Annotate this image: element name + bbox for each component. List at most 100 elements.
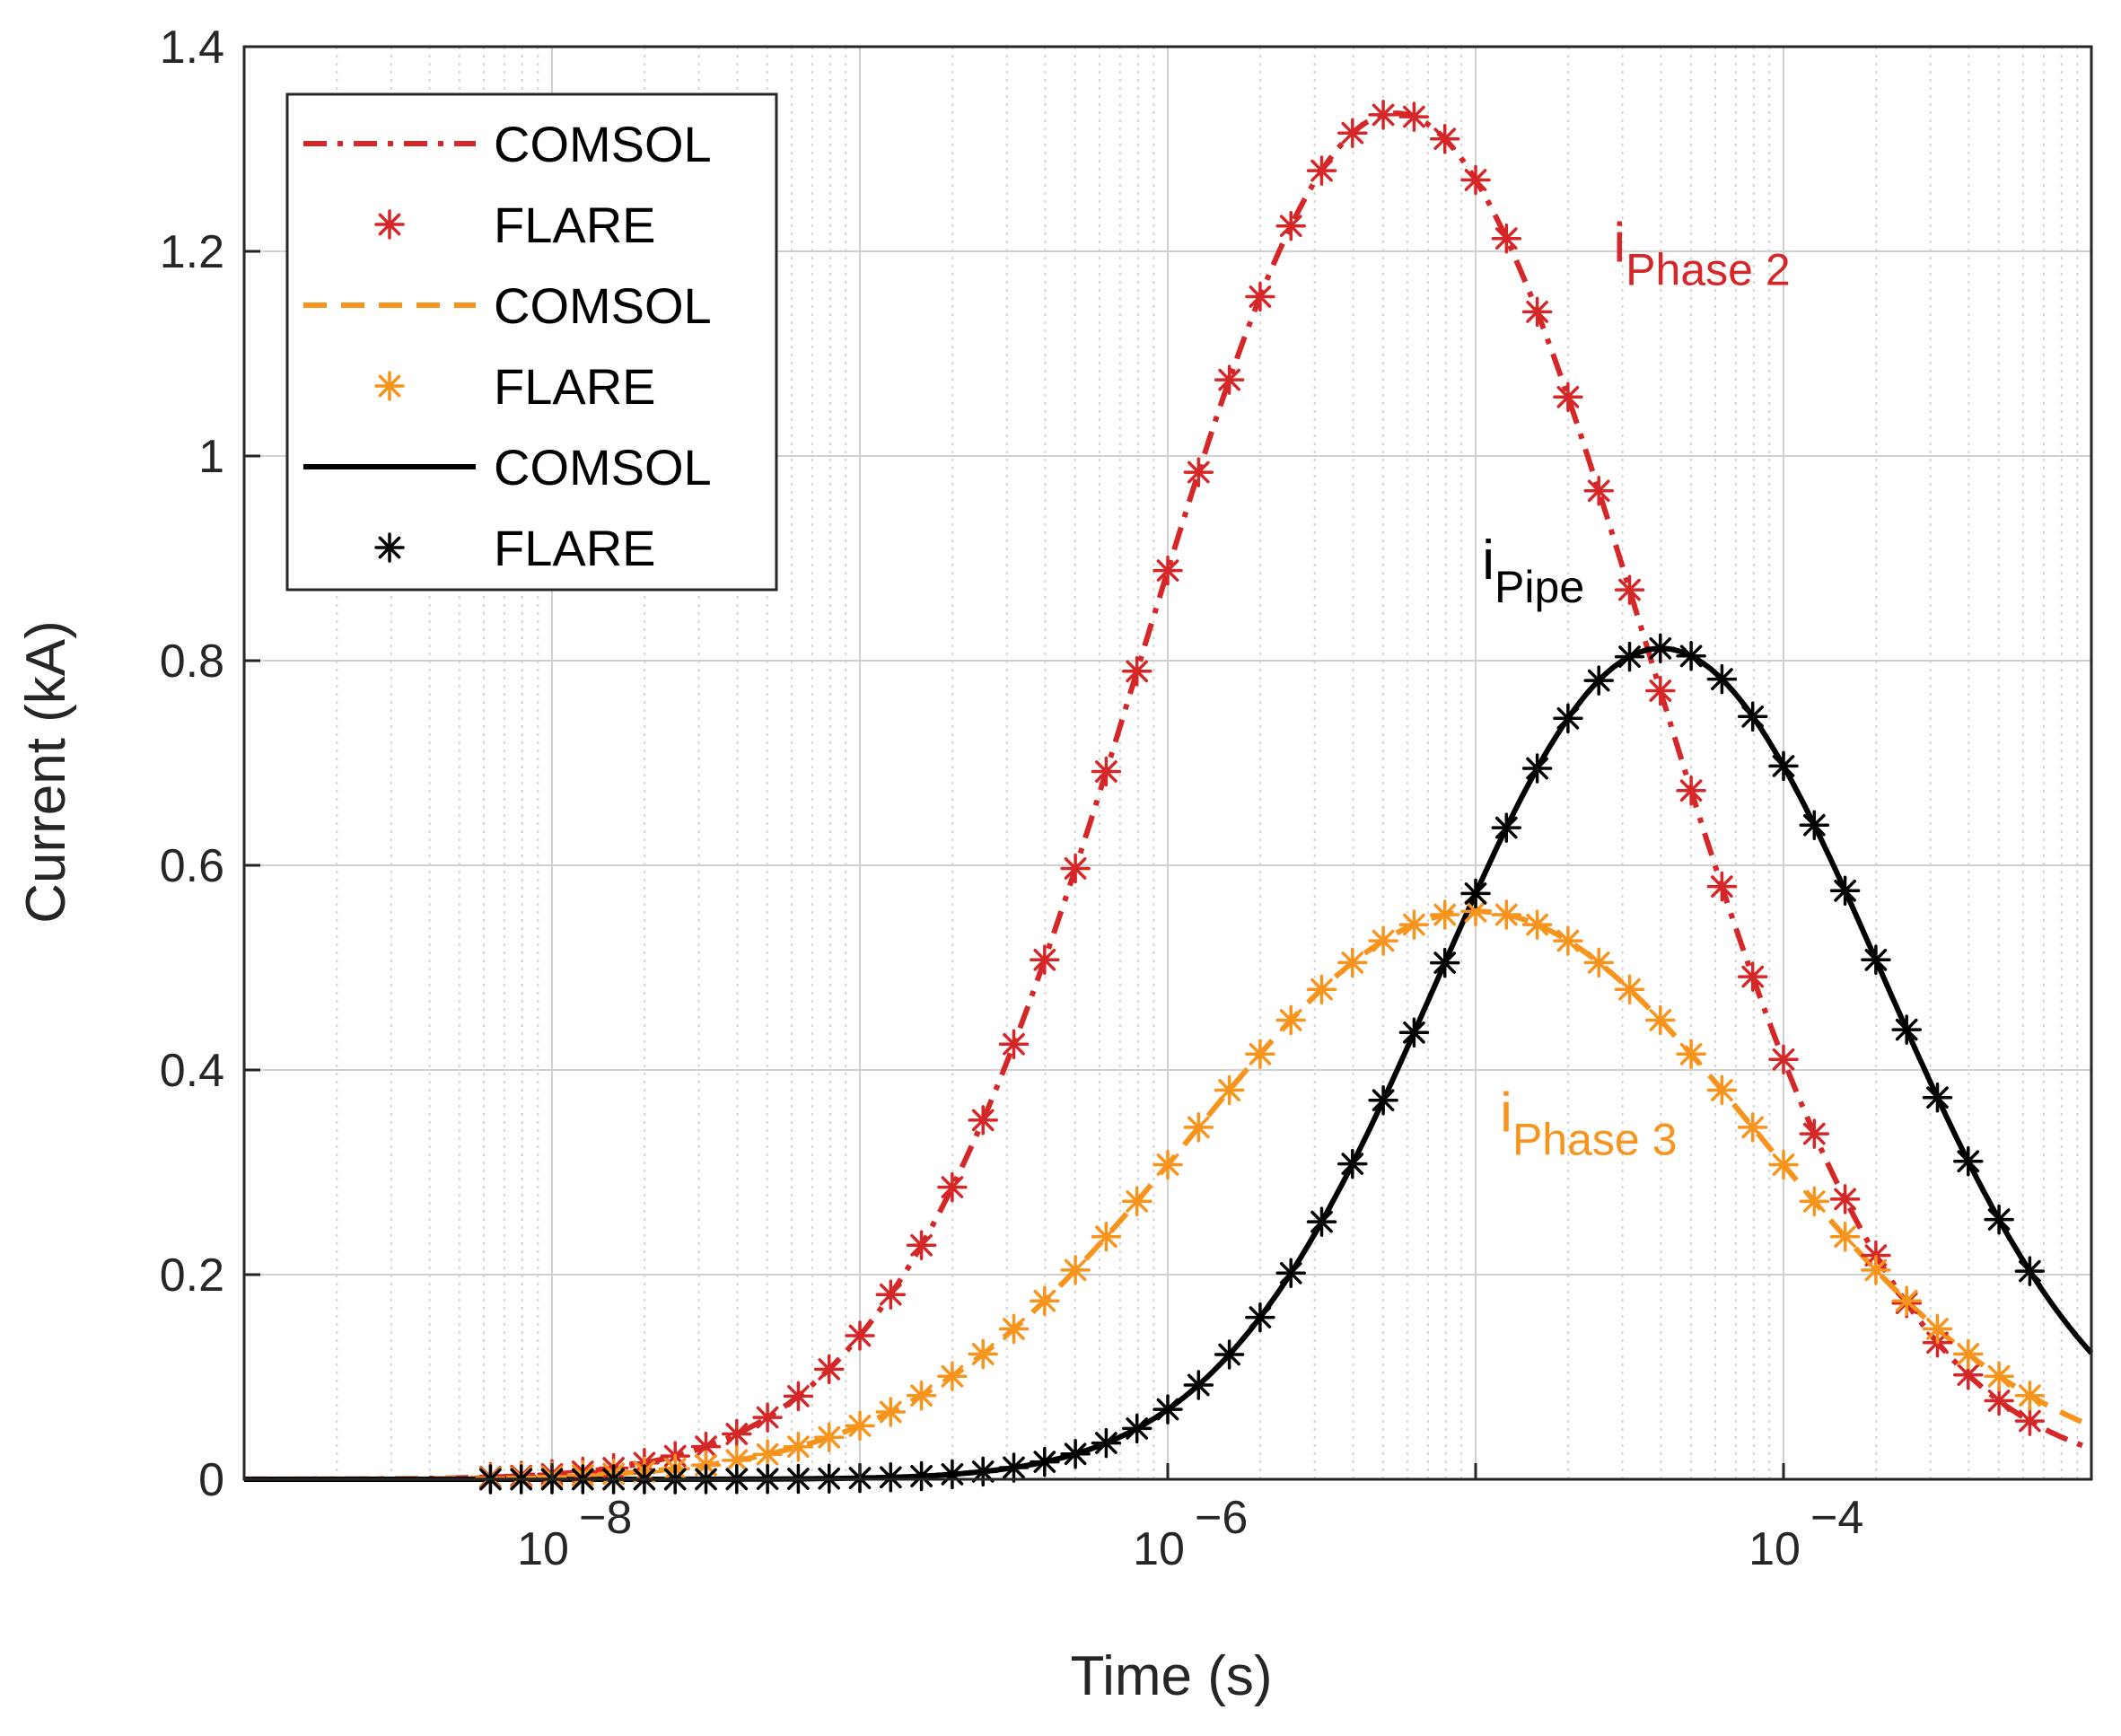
marker-pipe	[1861, 944, 1891, 976]
marker-phase3	[937, 1361, 968, 1391]
y-tick-label: 1.2	[160, 226, 224, 278]
marker-phase3	[1984, 1361, 2014, 1391]
marker-pipe	[1491, 812, 1522, 843]
marker-phase3	[845, 1410, 875, 1442]
marker-pipe	[1768, 750, 1799, 782]
marker-phase3	[1553, 925, 1583, 956]
marker-pipe	[1060, 1438, 1091, 1469]
marker-phase3	[1398, 909, 1430, 940]
marker-phase2	[1676, 775, 1706, 806]
marker-phase2	[1645, 675, 1676, 706]
marker-phase2	[1706, 871, 1738, 902]
x-tick-label: 10	[1133, 1523, 1185, 1575]
marker-phase2	[1368, 100, 1398, 130]
marker-phase2	[813, 1354, 845, 1385]
x-tick-label: 10	[517, 1523, 569, 1575]
marker-phase3	[998, 1313, 1030, 1345]
marker-pipe	[1429, 947, 1460, 978]
marker-pipe	[1306, 1206, 1337, 1237]
marker-pipe	[1953, 1146, 1984, 1177]
annotation-label: iPhase 3	[1500, 1082, 1677, 1164]
marker-phase2	[1429, 123, 1460, 154]
marker-phase2	[968, 1105, 998, 1135]
marker-phase3	[1337, 947, 1368, 978]
x-axis-title: Time (s)	[1071, 1645, 1273, 1707]
marker-phase3	[722, 1445, 752, 1476]
marker-phase2	[1245, 281, 1275, 312]
marker-phase3	[1368, 925, 1398, 956]
marker-phase2	[1398, 101, 1430, 132]
axes	[242, 45, 2093, 1481]
marker-phase2	[1614, 574, 1645, 605]
marker-phase3	[752, 1439, 783, 1469]
marker-phase3	[1676, 1039, 1706, 1070]
marker-phase3	[1429, 899, 1460, 930]
annotation-label: iPhase 2	[1613, 212, 1790, 294]
marker-pipe	[937, 1459, 968, 1490]
marker-pipe	[1922, 1082, 1953, 1113]
marker-phase3	[1521, 909, 1553, 940]
y-tick-label: 1.4	[160, 22, 224, 74]
marker-phase3	[906, 1380, 937, 1411]
marker-phase3	[1583, 947, 1614, 978]
marker-phase3	[1183, 1112, 1214, 1143]
marker-phase2	[1460, 164, 1491, 196]
legend-label: COMSOL	[494, 277, 712, 334]
marker-phase3	[1153, 1149, 1183, 1180]
y-tick-label: 0.4	[160, 1045, 224, 1097]
legend: COMSOL FLARE COMSOL FLARE COMSOL FLARE	[285, 92, 778, 592]
marker-pipe	[2014, 1256, 2046, 1286]
legend-label: FLARE	[494, 197, 656, 253]
legend-marker-swatch	[374, 371, 405, 401]
marker-phase2	[1737, 961, 1768, 992]
y-tick-label: 0	[198, 1454, 224, 1506]
marker-phase2	[1491, 223, 1522, 254]
marker-phase2	[906, 1230, 937, 1261]
y-axis-title: Current (kA)	[15, 620, 77, 924]
marker-phase3	[1460, 896, 1491, 927]
marker-pipe	[1368, 1084, 1398, 1116]
marker-phase3	[1275, 1004, 1306, 1036]
marker-phase2	[937, 1171, 968, 1203]
marker-phase3	[1030, 1285, 1060, 1316]
marker-phase2	[1275, 210, 1306, 241]
marker-pipe	[1737, 701, 1768, 732]
marker-pipe	[1583, 665, 1614, 696]
marker-phase3	[1768, 1149, 1799, 1180]
marker-phase2	[1768, 1044, 1799, 1075]
marker-phase2	[783, 1381, 814, 1412]
marker-pipe	[906, 1460, 937, 1492]
marker-phase2	[2014, 1406, 2046, 1436]
marker-phase2	[1091, 756, 1122, 787]
marker-phase3	[1614, 974, 1645, 1004]
marker-pipe	[875, 1462, 907, 1493]
marker-phase3	[1645, 1004, 1676, 1036]
marker-pipe	[1091, 1427, 1122, 1459]
marker-phase2	[1829, 1184, 1861, 1214]
marker-pipe	[1398, 1017, 1430, 1048]
marker-phase2	[1799, 1118, 1830, 1149]
curve-annotations: iPhase 2 iPipe iPhase 3	[1482, 212, 1790, 1164]
marker-pipe	[1521, 753, 1553, 784]
marker-phase3	[813, 1422, 845, 1452]
marker-phase2	[1214, 364, 1245, 395]
marker-phase2	[1583, 476, 1614, 506]
marker-pipe	[1275, 1258, 1306, 1289]
marker-pipe	[1829, 875, 1861, 907]
marker-phase2	[1953, 1359, 1984, 1390]
marker-phase2	[1030, 944, 1060, 976]
marker-phase3	[968, 1338, 998, 1370]
marker-phase3	[1121, 1186, 1153, 1217]
marker-pipe	[1645, 633, 1676, 664]
marker-phase2	[1060, 853, 1091, 884]
y-tick-label: 0.2	[160, 1249, 224, 1302]
marker-phase3	[1922, 1313, 1953, 1345]
marker-phase2	[1337, 118, 1368, 148]
marker-pipe	[1214, 1339, 1245, 1370]
marker-pipe	[1460, 878, 1491, 909]
marker-phase3	[1953, 1338, 1984, 1370]
marker-phase2	[1553, 381, 1583, 413]
marker-phase3	[1491, 899, 1522, 930]
legend-label: COMSOL	[494, 439, 712, 495]
